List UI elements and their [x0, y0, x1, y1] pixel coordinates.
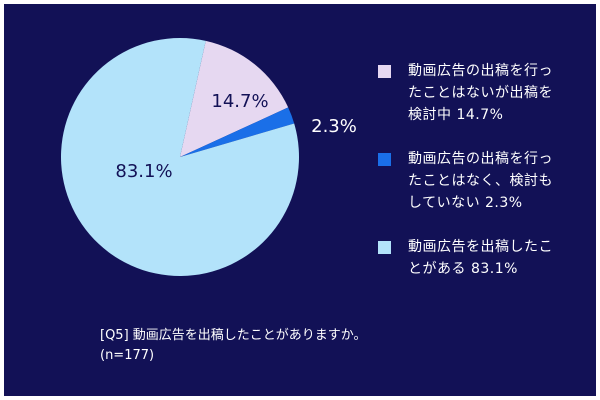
pie-slice-not-considering: [180, 107, 295, 157]
survey-question-note: [Q5] 動画広告を出稿したことがありますか。 (n=177): [100, 328, 367, 363]
legend-label-have-placed: 動画広告を出稿したこ とがある 83.1%: [408, 239, 553, 277]
legend-swatch-not-considering: [378, 153, 391, 166]
legend-item-have-placed: 動画広告を出稿したこ とがある 83.1%: [378, 236, 596, 280]
chart-legend: 動画広告の出稿を行っ たことはないが出稿を 検討中 14.7% 動画広告の出稿を…: [378, 60, 596, 302]
legend-item-considering: 動画広告の出稿を行っ たことはないが出稿を 検討中 14.7%: [378, 60, 596, 126]
legend-swatch-have-placed: [378, 241, 391, 254]
slice-label-not-considering: 2.3%: [311, 116, 357, 137]
chart-panel: 83.1% 14.7% 2.3% 動画広告の出稿を行っ たことはないが出稿を 検討中…: [4, 4, 596, 396]
legend-item-not-considering: 動画広告の出稿を行っ たことはなく、検討も していない 2.3%: [378, 148, 596, 214]
legend-swatch-considering: [378, 65, 391, 78]
slice-label-considering: 14.7%: [211, 91, 268, 112]
pie-slice-considering: [180, 40, 289, 158]
pie-chart: 83.1% 14.7% 2.3%: [60, 37, 357, 277]
pie-slice-have-placed: [60, 37, 299, 277]
legend-label-not-considering: 動画広告の出稿を行っ たことはなく、検討も していない 2.3%: [408, 151, 553, 211]
slice-label-have-placed: 83.1%: [115, 161, 172, 182]
legend-label-considering: 動画広告の出稿を行っ たことはないが出稿を 検討中 14.7%: [408, 63, 553, 123]
